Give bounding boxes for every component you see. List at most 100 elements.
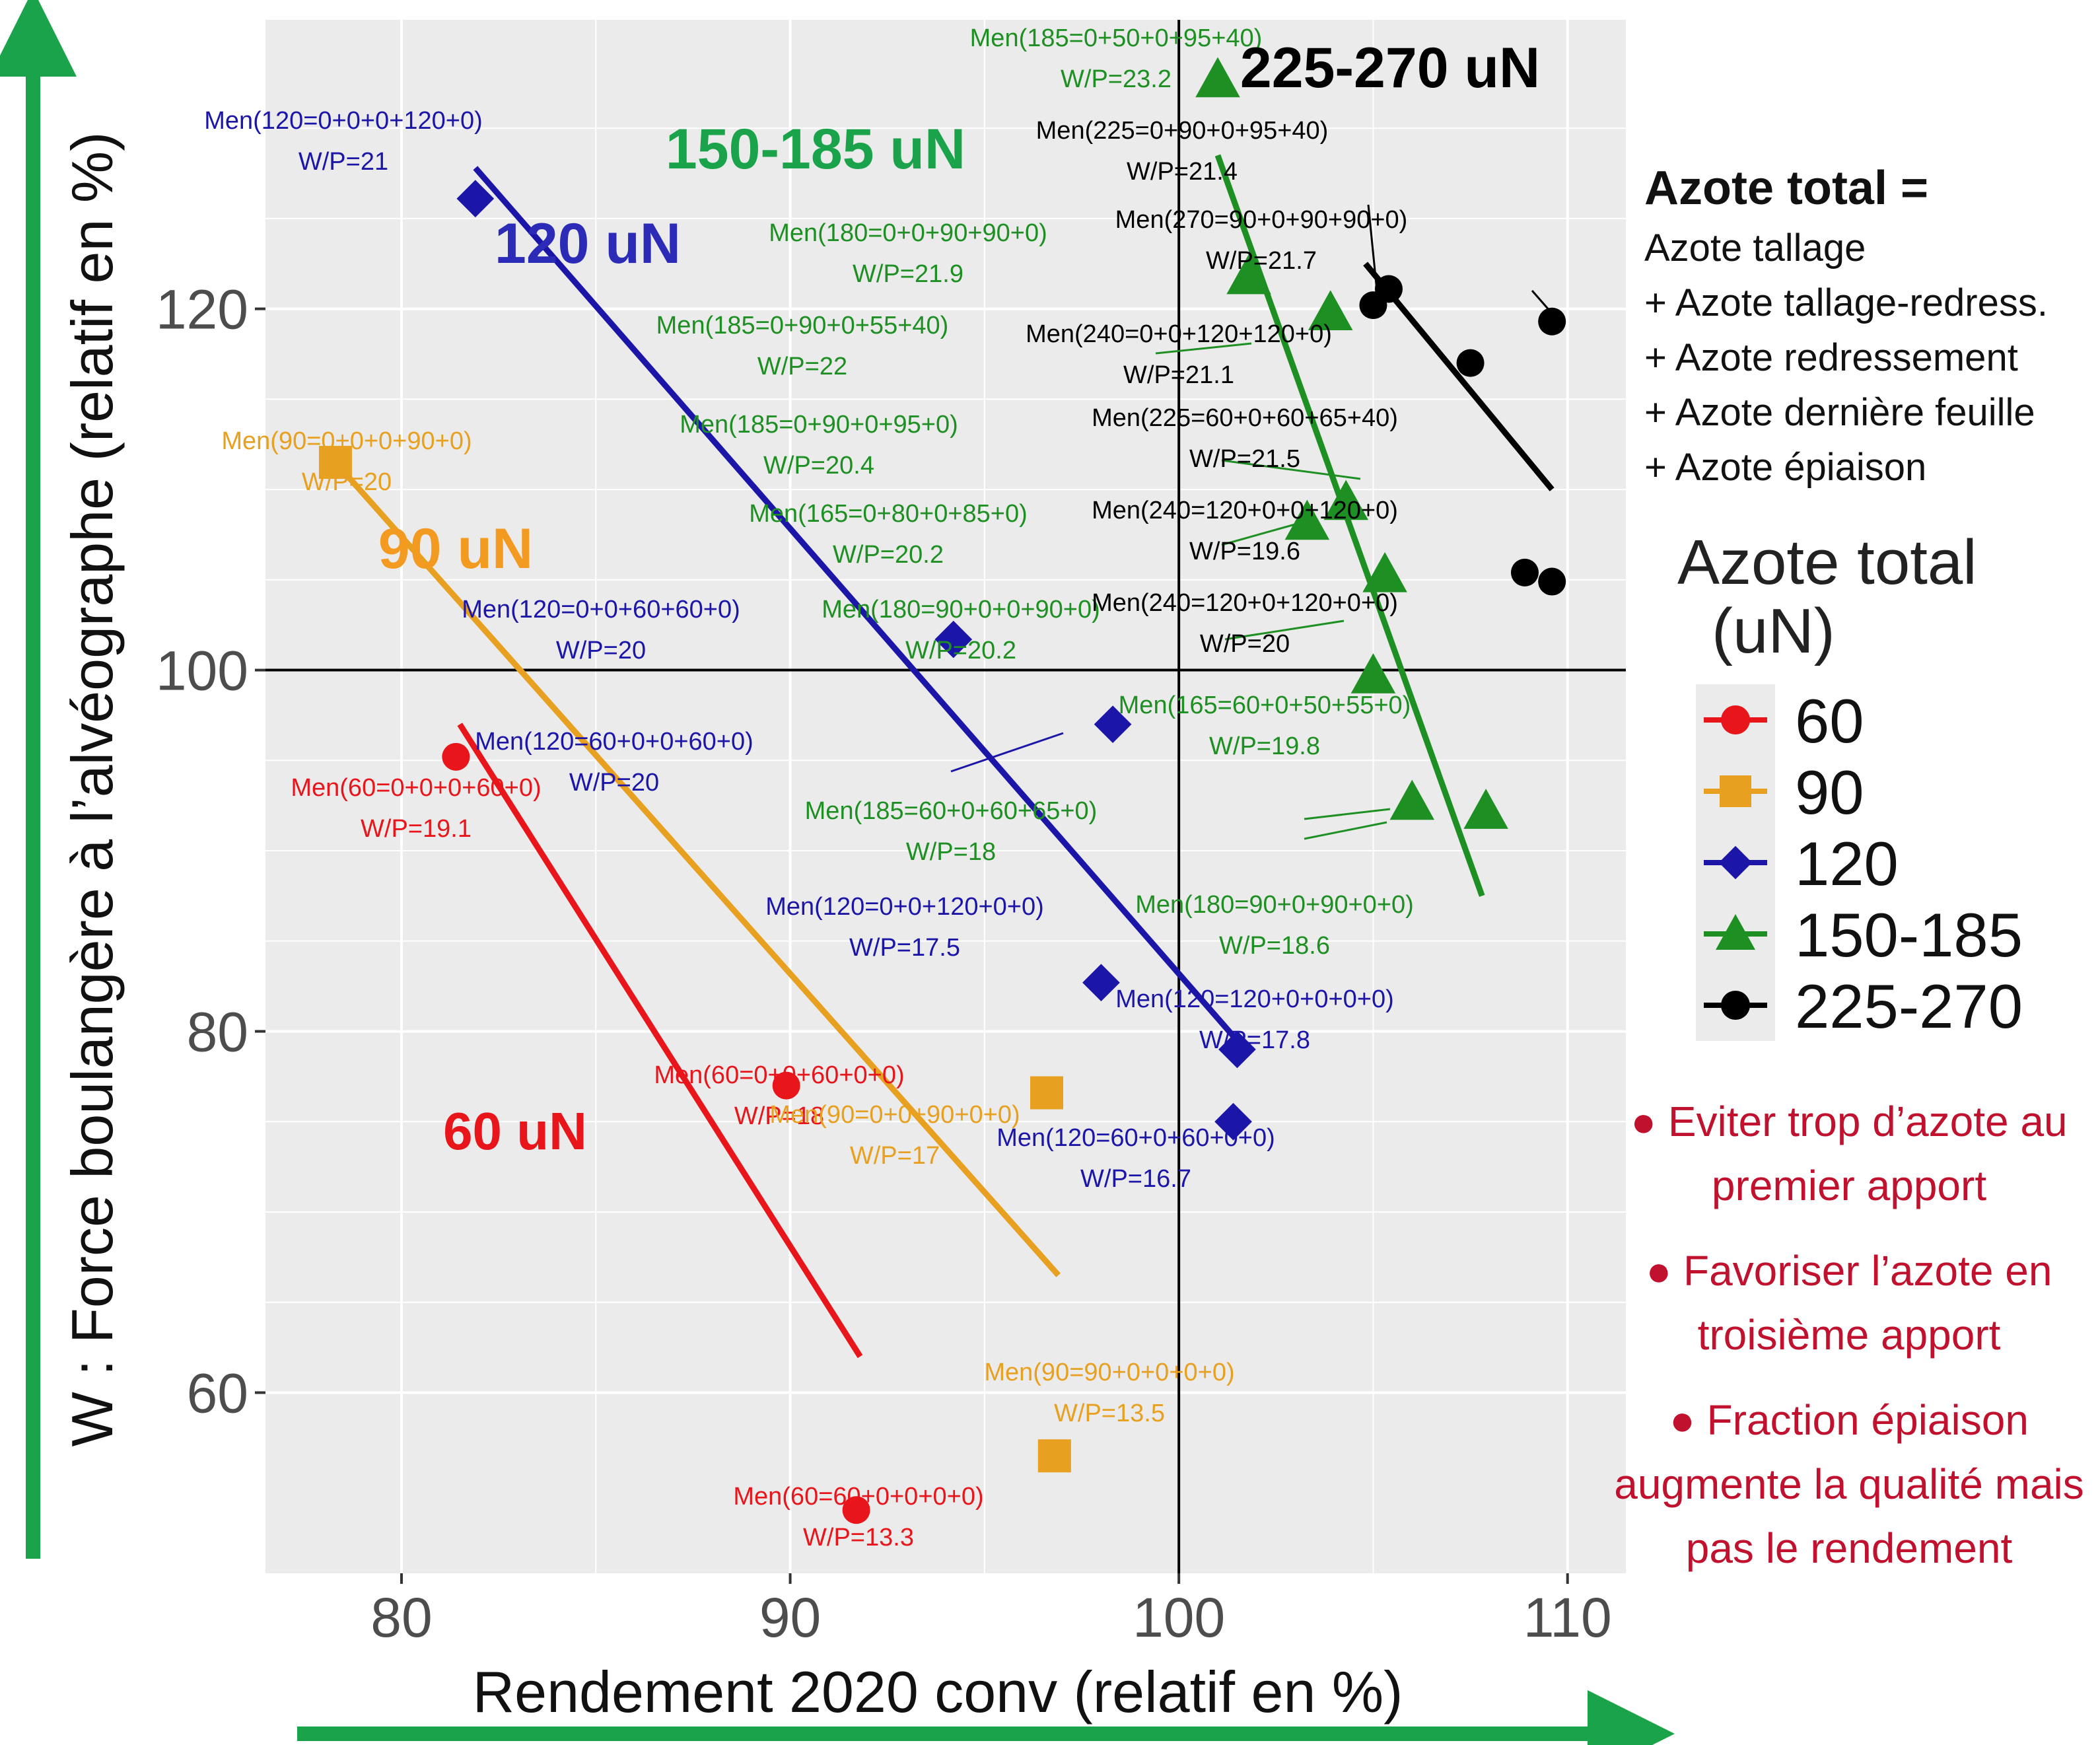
- legend-label: 60: [1795, 686, 1864, 756]
- point-label: Men(165=0+80+0+85+0): [749, 500, 1028, 528]
- point-wp-label: W/P=19.1: [361, 815, 472, 843]
- group-label-90: 90 uN: [378, 517, 533, 581]
- data-point-225-270: [1538, 567, 1566, 596]
- legend-key-marker: [1718, 845, 1753, 880]
- point-label: Men(120=120+0+0+0+0): [1115, 985, 1394, 1013]
- data-point-120: [1082, 964, 1120, 1002]
- point-label: Men(225=0+90+0+95+40): [1036, 117, 1329, 145]
- point-wp-label: W/P=20: [556, 637, 646, 664]
- plot-panel: [265, 20, 1626, 1573]
- point-wp-label: W/P=13.5: [1054, 1400, 1165, 1427]
- point-label: Men(225=60+0+60+65+40): [1092, 404, 1398, 432]
- legend-label: 225-270: [1795, 972, 2023, 1041]
- point-label: Men(60=0+0+0+60+0): [291, 774, 541, 802]
- point-label: Men(120=60+0+60+0+0): [997, 1124, 1275, 1152]
- legend-item: 225-270: [1696, 970, 2066, 1041]
- point-wp-label: W/P=20.4: [763, 452, 874, 480]
- data-point-90: [1030, 1076, 1064, 1110]
- definition-line: + Azote dernière feuille: [1644, 391, 2035, 434]
- leader-line: [1304, 808, 1391, 820]
- data-point-90: [1037, 1439, 1071, 1473]
- leader-line: [1224, 620, 1345, 641]
- point-wp-label: W/P=20: [569, 769, 659, 797]
- point-label: Men(240=120+0+0+120+0): [1092, 497, 1398, 524]
- point-label: Men(90=0+0+0+90+0): [221, 427, 472, 455]
- point-label: Men(270=90+0+90+90+0): [1115, 206, 1408, 234]
- point-label: Men(185=0+90+0+55+40): [656, 312, 949, 339]
- leader-line: [1304, 821, 1387, 840]
- point-wp-label: W/P=20.2: [905, 637, 1016, 664]
- definition-line: + Azote tallage-redress.: [1644, 281, 2048, 324]
- y-tick-label: 120: [156, 279, 248, 341]
- chart-legend: Azote total (uN) 60 90 120 150-185 225-270: [1677, 528, 2087, 1041]
- point-label: Men(120=0+0+0+120+0): [204, 107, 483, 135]
- group-label-225-270: 225-270 uN: [1240, 36, 1540, 100]
- point-wp-label: W/P=22: [757, 353, 847, 380]
- point-wp-label: W/P=18: [906, 838, 996, 866]
- legend-label: 150-185: [1795, 900, 2023, 970]
- legend-label: 90: [1795, 758, 1864, 827]
- data-point-90: [318, 446, 352, 480]
- point-wp-label: W/P=17: [850, 1142, 940, 1170]
- advice-item: ● Fraction épiaison augmente la qualité …: [1614, 1396, 2084, 1572]
- data-point-225-270: [1510, 558, 1539, 587]
- data-point-120: [1214, 1102, 1252, 1141]
- group-labels: 60 uN 90 uN 120 uN 150-185 uN 225-270 uN: [378, 36, 1540, 1160]
- point-label: Men(120=0+0+60+60+0): [462, 596, 740, 623]
- point-label: Men(90=90+0+0+0+0): [984, 1359, 1234, 1386]
- point-label: Men(120=60+0+0+60+0): [475, 728, 753, 756]
- point-label: Men(180=90+0+90+0+0): [1135, 891, 1414, 919]
- point-wp-label: W/P=20.2: [833, 541, 944, 569]
- legend-item: 150-185: [1696, 898, 2066, 970]
- y-tick-label: 100: [156, 640, 248, 702]
- legend-key-marker: [1720, 775, 1751, 807]
- data-point-150-185: [1284, 499, 1330, 540]
- point-wp-label: W/P=20: [1200, 630, 1290, 658]
- point-label: Men(240=0+0+120+120+0): [1026, 320, 1332, 348]
- definition-line: Azote tallage: [1644, 227, 1866, 269]
- legend-label: 120: [1795, 829, 1899, 898]
- data-point-225-270: [1456, 349, 1485, 377]
- point-wp-label: W/P=18.6: [1219, 932, 1330, 960]
- leader-line: [1221, 520, 1305, 546]
- y-tick-label: 80: [187, 1001, 248, 1063]
- leader-line: [950, 732, 1064, 773]
- x-tick-label: 110: [1523, 1586, 1612, 1649]
- x-axis-title: Rendement 2020 conv (relatif en %): [473, 1659, 1403, 1725]
- trend-line-90: [333, 460, 1061, 1277]
- legend-item: 90: [1696, 756, 2066, 827]
- point-wp-label: W/P=17.5: [849, 934, 960, 962]
- data-point-120: [934, 620, 973, 659]
- data-point-225-270: [1374, 275, 1403, 303]
- data-point-150-185: [1323, 480, 1368, 520]
- x-tick-label: 100: [1133, 1586, 1225, 1649]
- leader-line: [1221, 459, 1361, 480]
- label-leader-lines: [950, 204, 1557, 840]
- point-label: Men(90=0+0+90+0+0): [769, 1101, 1020, 1129]
- definition-title: Azote total =: [1644, 162, 1929, 215]
- point-label: Men(240=120+0+120+0+0): [1092, 589, 1398, 617]
- point-label: Men(185=60+0+60+65+0): [805, 797, 1098, 825]
- data-point-60: [772, 1071, 800, 1100]
- data-point-150-185: [1362, 552, 1407, 592]
- legend-key-marker: [1716, 914, 1755, 950]
- data-point-60: [442, 742, 470, 771]
- point-label: Men(185=0+50+0+95+40): [970, 24, 1263, 52]
- data-point-120: [456, 180, 495, 218]
- point-label: Men(180=90+0+0+90+0): [822, 596, 1100, 623]
- advice-item: ● Eviter trop d’azote au premier apport: [1630, 1098, 2068, 1209]
- legend-key: [1704, 775, 1767, 807]
- trend-line-225-270: [1363, 262, 1555, 491]
- point-wp-label: W/P=19.8: [1209, 732, 1320, 760]
- group-label-120: 120 uN: [495, 212, 681, 275]
- legend-item: 60: [1696, 684, 2066, 756]
- data-points: [318, 57, 1566, 1524]
- point-wp-label: W/P=21: [298, 148, 388, 176]
- y-tick-label: 60: [187, 1363, 248, 1425]
- data-point-120: [1218, 1030, 1256, 1069]
- data-point-150-185: [1463, 789, 1508, 829]
- data-point-150-185: [1389, 779, 1435, 820]
- point-wp-label: W/P=23.2: [1061, 65, 1172, 93]
- point-wp-label: W/P=13.3: [803, 1524, 914, 1551]
